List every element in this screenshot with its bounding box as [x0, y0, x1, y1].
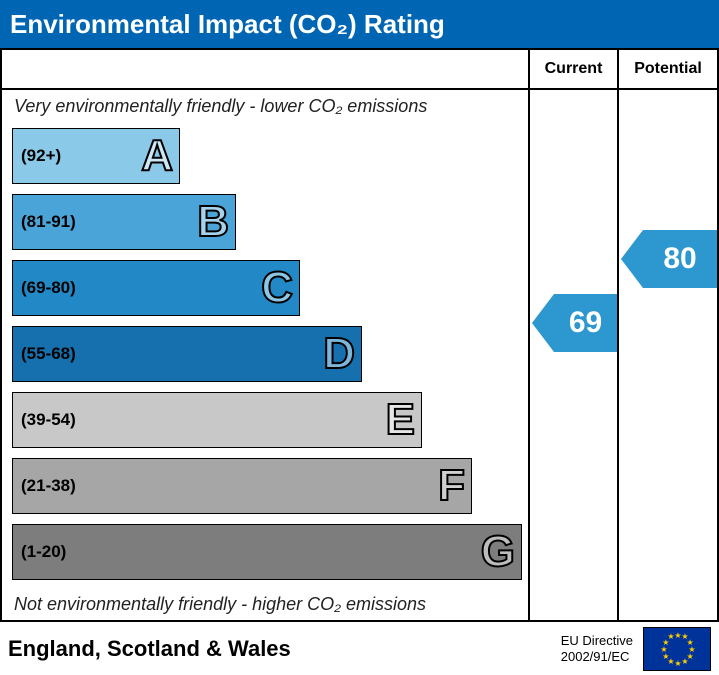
caption-bottom: Not environmentally friendly - higher CO… [14, 594, 426, 615]
band-g: (1-20) G [12, 524, 522, 580]
chart-frame: Current Potential Very environmentally f… [0, 48, 719, 622]
footer-region: England, Scotland & Wales [8, 636, 561, 662]
column-header-potential: Potential [619, 50, 717, 88]
band-a: (92+) A [12, 128, 180, 184]
band-c: (69-80) C [12, 260, 300, 316]
band-range-e: (39-54) [21, 410, 76, 430]
eu-star-icon: ★ [662, 653, 670, 661]
band-range-c: (69-80) [21, 278, 76, 298]
band-letter-f: F [438, 461, 465, 511]
marker-potential-arrow [621, 230, 643, 288]
band-range-a: (92+) [21, 146, 61, 166]
marker-current: 69 [532, 294, 617, 352]
band-letter-d: D [323, 329, 355, 379]
title-bar: Environmental Impact (CO₂) Rating [0, 0, 719, 48]
eu-star-icon: ★ [681, 658, 689, 666]
directive-line1: EU Directive [561, 633, 633, 648]
column-divider-1 [528, 50, 530, 620]
marker-current-arrow [532, 294, 554, 352]
band-letter-g: G [481, 527, 515, 577]
eu-star-icon: ★ [674, 660, 682, 668]
band-d: (55-68) D [12, 326, 362, 382]
bands-area: Very environmentally friendly - lower CO… [2, 90, 528, 620]
footer-directive: EU Directive 2002/91/EC [561, 633, 633, 664]
directive-line2: 2002/91/EC [561, 649, 630, 664]
band-letter-c: C [261, 263, 293, 313]
band-e: (39-54) E [12, 392, 422, 448]
band-letter-e: E [386, 395, 415, 445]
footer: England, Scotland & Wales EU Directive 2… [0, 622, 719, 675]
band-range-f: (21-38) [21, 476, 76, 496]
epc-rating-chart: Environmental Impact (CO₂) Rating Curren… [0, 0, 719, 675]
chart-title: Environmental Impact (CO₂) Rating [10, 9, 445, 40]
marker-potential-value: 80 [643, 230, 717, 288]
band-range-d: (55-68) [21, 344, 76, 364]
caption-top: Very environmentally friendly - lower CO… [14, 96, 427, 117]
column-divider-2 [617, 50, 619, 620]
band-b: (81-91) B [12, 194, 236, 250]
marker-current-value: 69 [554, 294, 617, 352]
marker-potential: 80 [621, 230, 717, 288]
eu-flag-icon: ★★★★★★★★★★★★ [643, 627, 711, 671]
eu-star-icon: ★ [660, 646, 668, 654]
eu-star-icon: ★ [667, 633, 675, 641]
column-header-current: Current [530, 50, 617, 88]
band-letter-b: B [197, 197, 229, 247]
band-range-g: (1-20) [21, 542, 66, 562]
band-f: (21-38) F [12, 458, 472, 514]
band-range-b: (81-91) [21, 212, 76, 232]
band-letter-a: A [141, 131, 173, 181]
